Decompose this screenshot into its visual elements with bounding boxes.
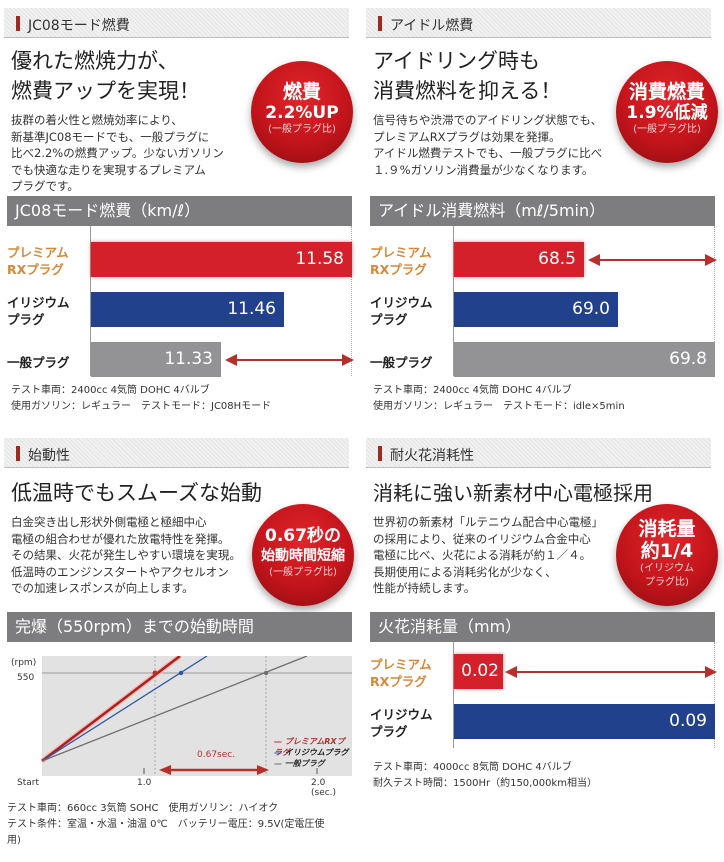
axis-line (453, 226, 454, 376)
description: 抜群の着火性と燃焼効率により、 新基準JC08モードでも、一般プラグに 比べ2.… (11, 113, 224, 193)
category-label-rx: プレミアム RXプラグ (7, 245, 69, 277)
bar-iridium: 11.46 (91, 292, 284, 327)
difference-arrow (505, 666, 717, 678)
legend-general: — 一般プラグ (274, 759, 325, 768)
axis-end-line (714, 226, 715, 376)
test-notes: テスト車両：2400cc 4気筒 DOHC 4バルブ 使用ガソリン：レギュラー … (373, 385, 625, 412)
bar-general: 69.8 (454, 342, 715, 377)
headline: 低温時でもスムーズな始動 (11, 481, 262, 505)
bar-chart-jc08: プレミアム RXプラグ イリジウム プラグ 一般プラグ 11.58 11.46 11… (7, 226, 354, 377)
section-title: アイドル燃費 (390, 18, 474, 34)
bar-rx: 68.5 (454, 242, 584, 277)
x-tick-2: 2.0 (sec.) (311, 778, 337, 798)
bar-iridium: 69.0 (454, 292, 618, 327)
test-notes-startup: テスト車両：660cc 3気筒 SOHC 使用ガソリン：ハイオク テスト条件：室… (7, 803, 325, 846)
test-notes: テスト車両：2400cc 4気筒 DOHC 4バルブ 使用ガソリン：レギュラー … (11, 385, 272, 412)
axis-end-line (351, 226, 352, 376)
x-tick-start: Start (17, 778, 39, 788)
bar-rx: 0.02 (454, 654, 503, 689)
test-notes: テスト車両：4000cc 8気筒 DOHC 4バルブ 耐久テスト時間：1500H… (373, 762, 597, 789)
category-label-iridium: イリジウム プラグ (370, 707, 433, 739)
section-marker (16, 16, 20, 31)
category-label-iridium: イリジウム プラグ (370, 295, 433, 327)
bar-iridium: 0.09 (454, 704, 715, 739)
section-marker (378, 446, 382, 461)
category-label-rx: プレミアム RXプラグ (370, 657, 432, 689)
chart-title: JC08モード燃費（km/ℓ） (7, 196, 352, 226)
legend-iridium: — イリジウムプラグ (274, 748, 349, 757)
line-chart-startup: (rpm) 550 0.67sec. — プレミアムRXプラグ — イリジウムプ… (7, 656, 352, 831)
wear-panel: 耐火花消耗性 消耗に強い新素材中心電極採用 世界初の新素材「ルテニウム配合中心電… (366, 438, 720, 862)
idle-panel: アイドル燃費 アイドリング時も 消費燃料を抑える！ 信号待ちや渋滞でのアイドリン… (366, 8, 720, 428)
description: 信号待ちや渋滞でのアイドリング状態でも、 プレミアムRXプラグは効果を発揮。 ア… (373, 113, 603, 177)
bar-chart-wear: プレミアム RXプラグ イリジウム プラグ 0.02 0.09 (370, 642, 717, 748)
headline: 優れた燃焼力が、 燃費アップを実現！ (11, 49, 200, 103)
plot-area (40, 656, 352, 776)
startup-panel: 始動性 低温時でもスムーズな始動 白金突き出し形状外側電極と極細中心 電極の組合… (4, 438, 358, 862)
headline: アイドリング時も 消費燃料を抑える！ (373, 49, 562, 103)
axis-line (90, 226, 91, 376)
badge-idle-reduction: 消費燃費 1.9%低減 (一般プラグ比) (616, 61, 718, 163)
section-header-jc08: JC08モード燃費 (4, 8, 349, 38)
chart-title: 火花消耗量（mm） (370, 612, 715, 642)
badge-startup: 0.67秒の 始動時間短縮 (一般プラグ比) (252, 504, 354, 606)
difference-arrow (588, 254, 717, 266)
section-header-idle: アイドル燃費 (366, 8, 711, 38)
axis-end-line (714, 642, 715, 748)
axis-line (453, 642, 454, 748)
section-header-startup: 始動性 (4, 438, 349, 468)
section-title: JC08モード燃費 (28, 18, 130, 34)
legend-rx: — プレミアムRXプラグ (274, 737, 345, 757)
chart-title: 完爆（550rpm）までの始動時間 (7, 612, 352, 642)
section-marker (378, 16, 382, 31)
category-label-general: 一般プラグ (370, 355, 433, 370)
jc08-panel: JC08モード燃費 優れた燃焼力が、 燃費アップを実現！ 抜群の着火性と燃焼効率… (4, 8, 358, 428)
category-label-general: 一般プラグ (7, 355, 70, 370)
description: 世界初の新素材「ルテニウム配合中心電極」 の採用により、従来のイリジウム合金中心… (373, 515, 603, 595)
difference-arrow (225, 354, 354, 366)
description: 白金突き出し形状外側電極と極細中心 電極の組合わせが優れた放電特性を発揮。 その… (11, 515, 241, 595)
chart-title: アイドル消費燃料（mℓ/5min） (370, 196, 715, 226)
section-title: 耐火花消耗性 (390, 448, 474, 464)
y-axis-unit: (rpm) (11, 658, 37, 668)
badge-fuel-up: 燃費 2.2%UP (一般プラグ比) (251, 61, 353, 163)
section-header-wear: 耐火花消耗性 (366, 438, 711, 468)
section-marker (16, 446, 20, 461)
y-tick-550: 550 (17, 673, 35, 683)
headline: 消耗に強い新素材中心電極採用 (373, 481, 653, 505)
annotation-label: 0.67sec. (197, 750, 236, 760)
category-label-iridium: イリジウム プラグ (7, 295, 70, 327)
section-title: 始動性 (28, 448, 70, 464)
category-label-rx: プレミアム RXプラグ (370, 245, 432, 277)
badge-wear: 消耗量 約1/4 (イリジウム プラグ比) (616, 504, 718, 606)
bar-general: 11.33 (91, 342, 221, 377)
bar-chart-idle: プレミアム RXプラグ イリジウム プラグ 一般プラグ 68.5 69.0 69.8 (370, 226, 717, 377)
bar-rx: 11.58 (91, 242, 352, 277)
x-tick-1: 1.0 (137, 778, 152, 788)
